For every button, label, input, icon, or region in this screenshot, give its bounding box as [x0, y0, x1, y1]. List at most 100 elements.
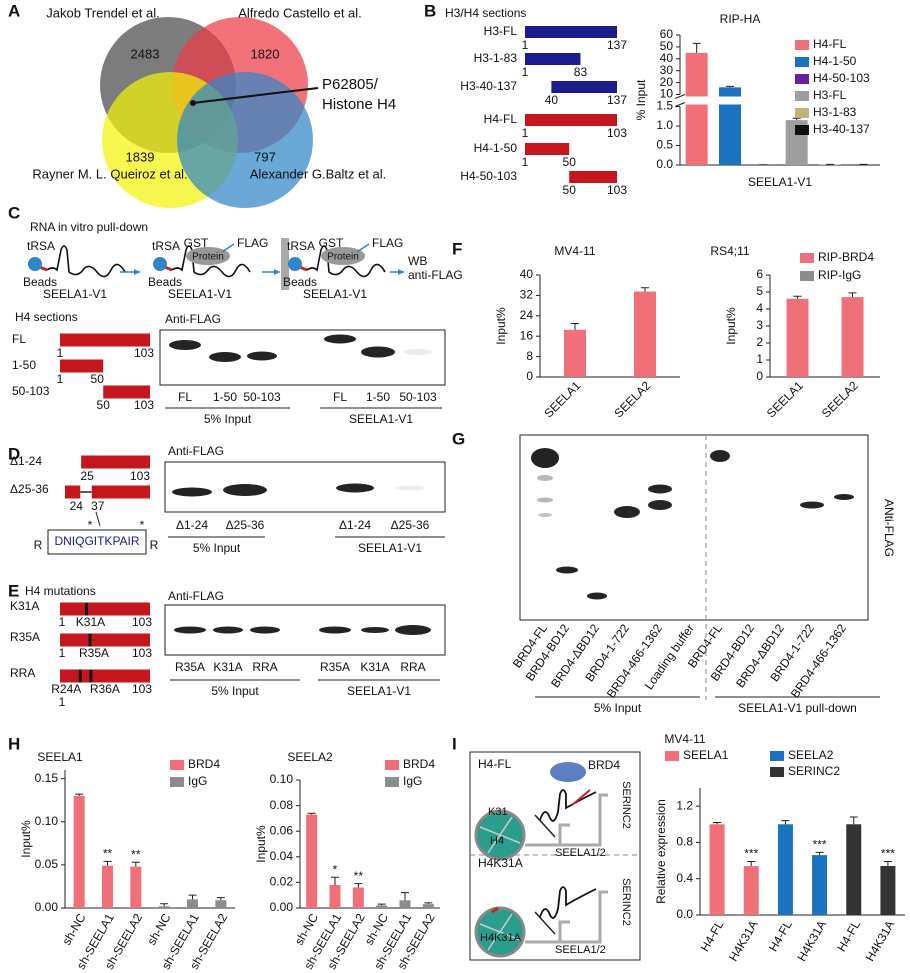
- schematic-label: FLAG: [237, 236, 268, 250]
- venn-label: Rayner M. L. Queiroz et al.: [32, 166, 187, 181]
- bar: [102, 865, 113, 908]
- construct-end: 103: [607, 183, 627, 197]
- readout: anti-FLAG: [408, 268, 463, 282]
- cleavage-mark: *: [140, 518, 145, 532]
- reader-protein: [550, 762, 586, 782]
- blot-band: [537, 497, 553, 503]
- construct-bar: [525, 143, 570, 155]
- diagram-label: SEELA1/2: [555, 944, 606, 956]
- error-bar: [726, 85, 734, 88]
- y-tick-label: 24: [520, 308, 534, 322]
- construct-bar: [60, 669, 150, 683]
- blot-band: [172, 487, 212, 497]
- legend-label: RIP-BRD4: [818, 250, 874, 264]
- y-tick-label: 0.0: [656, 157, 673, 171]
- error-bar: [848, 292, 857, 298]
- bar: [743, 866, 759, 915]
- construct-bar: [60, 602, 150, 616]
- blot-band: [587, 592, 607, 600]
- line: [487, 913, 513, 951]
- construct-name: H4-50-103: [460, 169, 517, 183]
- blot-frame: [159, 329, 446, 386]
- bead: [288, 257, 302, 271]
- blot-band: [324, 334, 356, 344]
- bar: [777, 824, 793, 915]
- group-label: SEELA1-V1: [347, 684, 411, 698]
- y-tick-label: 0: [756, 369, 763, 383]
- error-bar: [75, 793, 84, 796]
- y-tick-label: 5: [756, 284, 763, 298]
- y-tick-label: 16: [520, 328, 534, 342]
- construct-name: FL: [12, 332, 26, 346]
- panel-letter: D: [8, 444, 20, 463]
- legend-label: H4-FL: [813, 37, 847, 51]
- blot-band: [834, 494, 854, 500]
- y-axis-label: Input%: [724, 307, 738, 345]
- error-bar: [216, 897, 225, 901]
- mutation-site: [88, 633, 92, 647]
- blot-frame: [519, 434, 869, 621]
- x-tick-label: sh-NC: [59, 911, 88, 948]
- lane-label: R35A: [320, 660, 350, 674]
- panel-letter: C: [8, 203, 20, 222]
- construct-bar: [103, 385, 150, 399]
- legend-label: H3-40-137: [813, 122, 870, 136]
- lane-label: 1-50: [213, 390, 237, 404]
- y-tick-label: 0.5: [656, 138, 673, 152]
- legend-label: H4-1-50: [813, 54, 857, 68]
- group-label: SEELA1-V1: [349, 412, 413, 426]
- bar: [187, 899, 198, 908]
- bar: [846, 824, 862, 915]
- diagram-label: H4K31A: [478, 856, 523, 870]
- x-tick-label: SEELA2: [611, 378, 653, 420]
- construct-start: 1: [522, 65, 529, 79]
- y-tick-label: 0: [526, 369, 533, 383]
- error-bar: [793, 295, 802, 299]
- chart-title: MV4-11: [664, 732, 705, 746]
- venn-annotation: Histone H4: [322, 96, 396, 113]
- bar: [786, 298, 809, 377]
- construct-bar: [91, 485, 150, 499]
- venn-count: 1820: [251, 46, 280, 61]
- construct-name: H3-FL: [484, 24, 518, 38]
- blot-band: [800, 501, 824, 509]
- y-tick-label: 0.0: [676, 907, 693, 921]
- venn-label: Alfredo Castello et al.: [238, 5, 362, 20]
- legend-label: BRD4: [403, 757, 435, 771]
- legend-label: SERINC2: [788, 764, 840, 778]
- error-bar: [160, 903, 169, 907]
- peptide-sequence: DNIQGITKPAIR: [54, 534, 139, 548]
- panel-letter: F: [452, 239, 462, 258]
- y-tick-label: 0.00: [35, 900, 59, 914]
- blot-band: [247, 351, 277, 361]
- chart-title: RS4;11: [710, 244, 749, 258]
- diagram-label: H4: [490, 835, 504, 847]
- lane-label: RRA: [252, 660, 277, 674]
- construct-start: 40: [545, 93, 559, 107]
- y-axis-label: Input%: [254, 825, 268, 863]
- y-tick-label: 0.06: [270, 823, 294, 837]
- diagram-label: H4-FL: [478, 757, 512, 771]
- bar: [880, 866, 896, 915]
- construct-start: 1: [522, 38, 529, 52]
- legend-swatch: [170, 777, 184, 787]
- legend-label: SEELA1: [683, 748, 729, 762]
- construct-name: Δ1-24: [10, 454, 42, 468]
- lane-label: Δ25-36: [391, 518, 430, 532]
- group-label: SEELA1-V1: [358, 541, 422, 555]
- legend-label: IgG: [188, 774, 207, 788]
- mutation-label: R24A: [51, 682, 81, 696]
- x-tick-label: SEELA1-V1: [748, 175, 812, 189]
- y-tick-label: 32: [520, 288, 534, 302]
- y-tick-label: 60: [660, 27, 674, 41]
- y-tick-label: 30: [660, 63, 674, 77]
- error-bar: [883, 860, 892, 867]
- legend-swatch: [770, 751, 784, 761]
- line: [95, 511, 101, 527]
- chart-title: SEELA2: [287, 750, 333, 764]
- error-bar: [792, 117, 801, 121]
- error-bar: [747, 860, 756, 867]
- line: [221, 243, 235, 253]
- y-tick-label: 0.15: [35, 771, 59, 785]
- y-tick-label: 0.04: [270, 849, 294, 863]
